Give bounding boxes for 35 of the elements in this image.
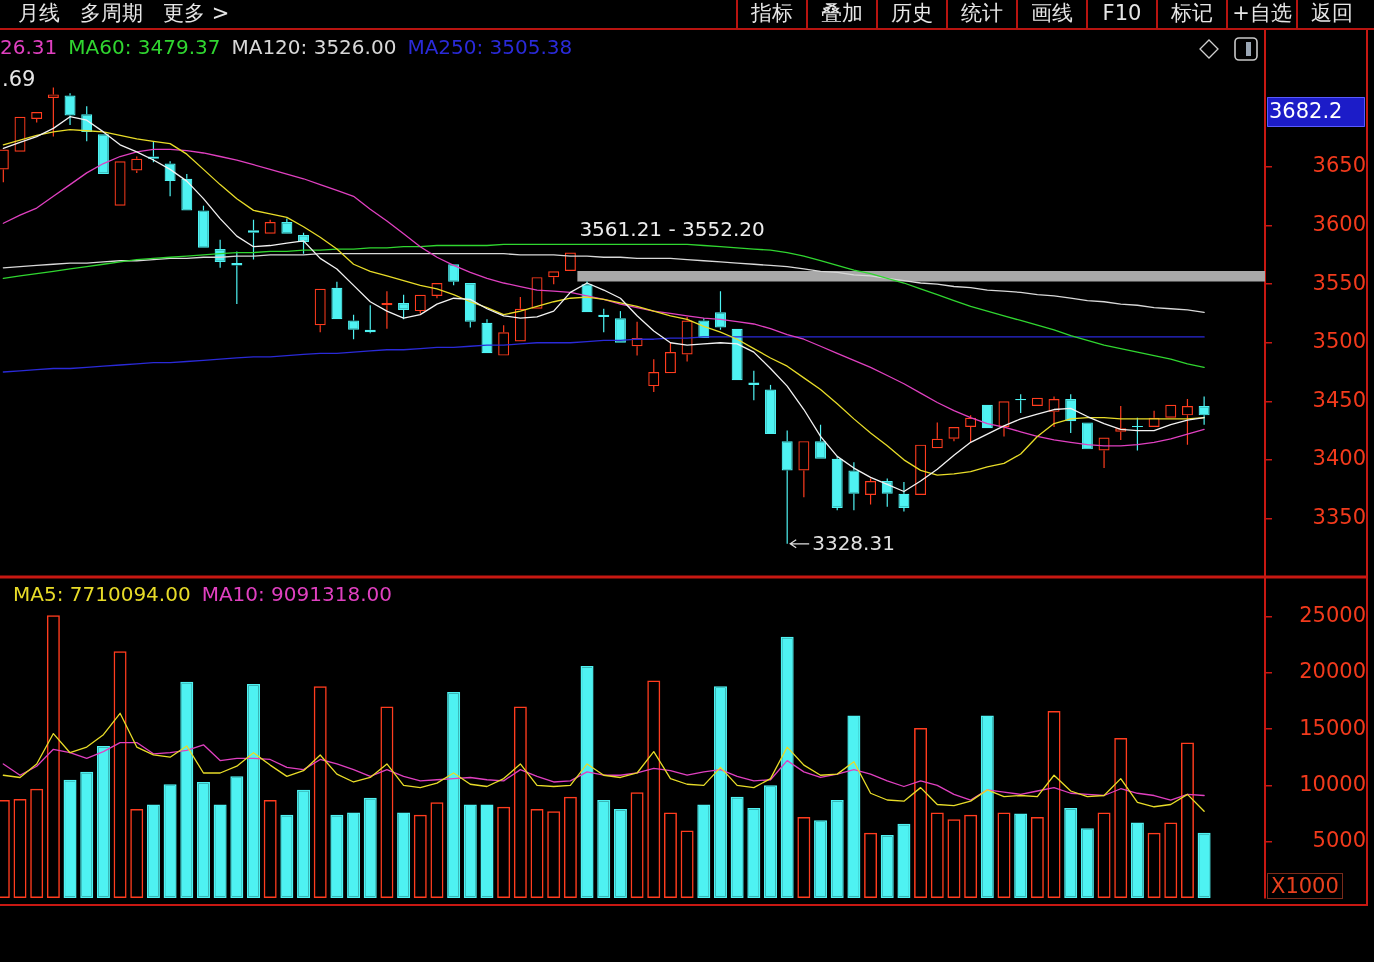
- y-axis-title: X1000: [1267, 873, 1343, 899]
- text: 月线: [18, 0, 60, 27]
- y-tick-label: 5000: [1312, 828, 1366, 853]
- text: 指标: [736, 0, 806, 28]
- text: MA5: 7710094.00: [13, 582, 191, 606]
- y-tick-label: 3600: [1312, 212, 1366, 237]
- text: MA60: 3479.37: [68, 35, 221, 59]
- text: 标记: [1156, 0, 1226, 28]
- text: 叠加: [806, 0, 876, 28]
- text: MA120: 3526.00: [231, 35, 397, 59]
- y-tick-label: 20000: [1299, 659, 1366, 684]
- annotation: .69: [2, 67, 36, 92]
- y-tick-label: 3400: [1312, 446, 1366, 471]
- text: 多周期: [80, 0, 143, 27]
- y-tick-label: 10000: [1299, 771, 1366, 796]
- text: 返回: [1296, 0, 1366, 28]
- text: 更多 >: [163, 0, 230, 27]
- band-label: 3561.21 - 3552.20: [579, 217, 765, 242]
- text: 历史: [876, 0, 946, 28]
- annotation: 3328.31: [812, 531, 895, 556]
- text: MA250: 3505.38: [407, 35, 573, 59]
- text: 统计: [946, 0, 1016, 28]
- y-tick-label: 3550: [1312, 270, 1366, 295]
- text: F10: [1086, 0, 1156, 28]
- y-tick-label: 3350: [1312, 504, 1366, 529]
- text: 3682.2: [1269, 99, 1343, 124]
- y-tick-label: 25000: [1299, 602, 1366, 627]
- y-tick-label: 15000: [1299, 715, 1366, 740]
- text: MA10: 9091318.00: [201, 582, 393, 606]
- y-tick-label: 3500: [1312, 329, 1366, 354]
- y-tick-label: 3650: [1312, 153, 1366, 178]
- y-tick-label: 3450: [1312, 387, 1366, 412]
- text: +自选: [1226, 0, 1296, 28]
- text: 画线: [1016, 0, 1086, 28]
- text: 26.31: [0, 35, 58, 59]
